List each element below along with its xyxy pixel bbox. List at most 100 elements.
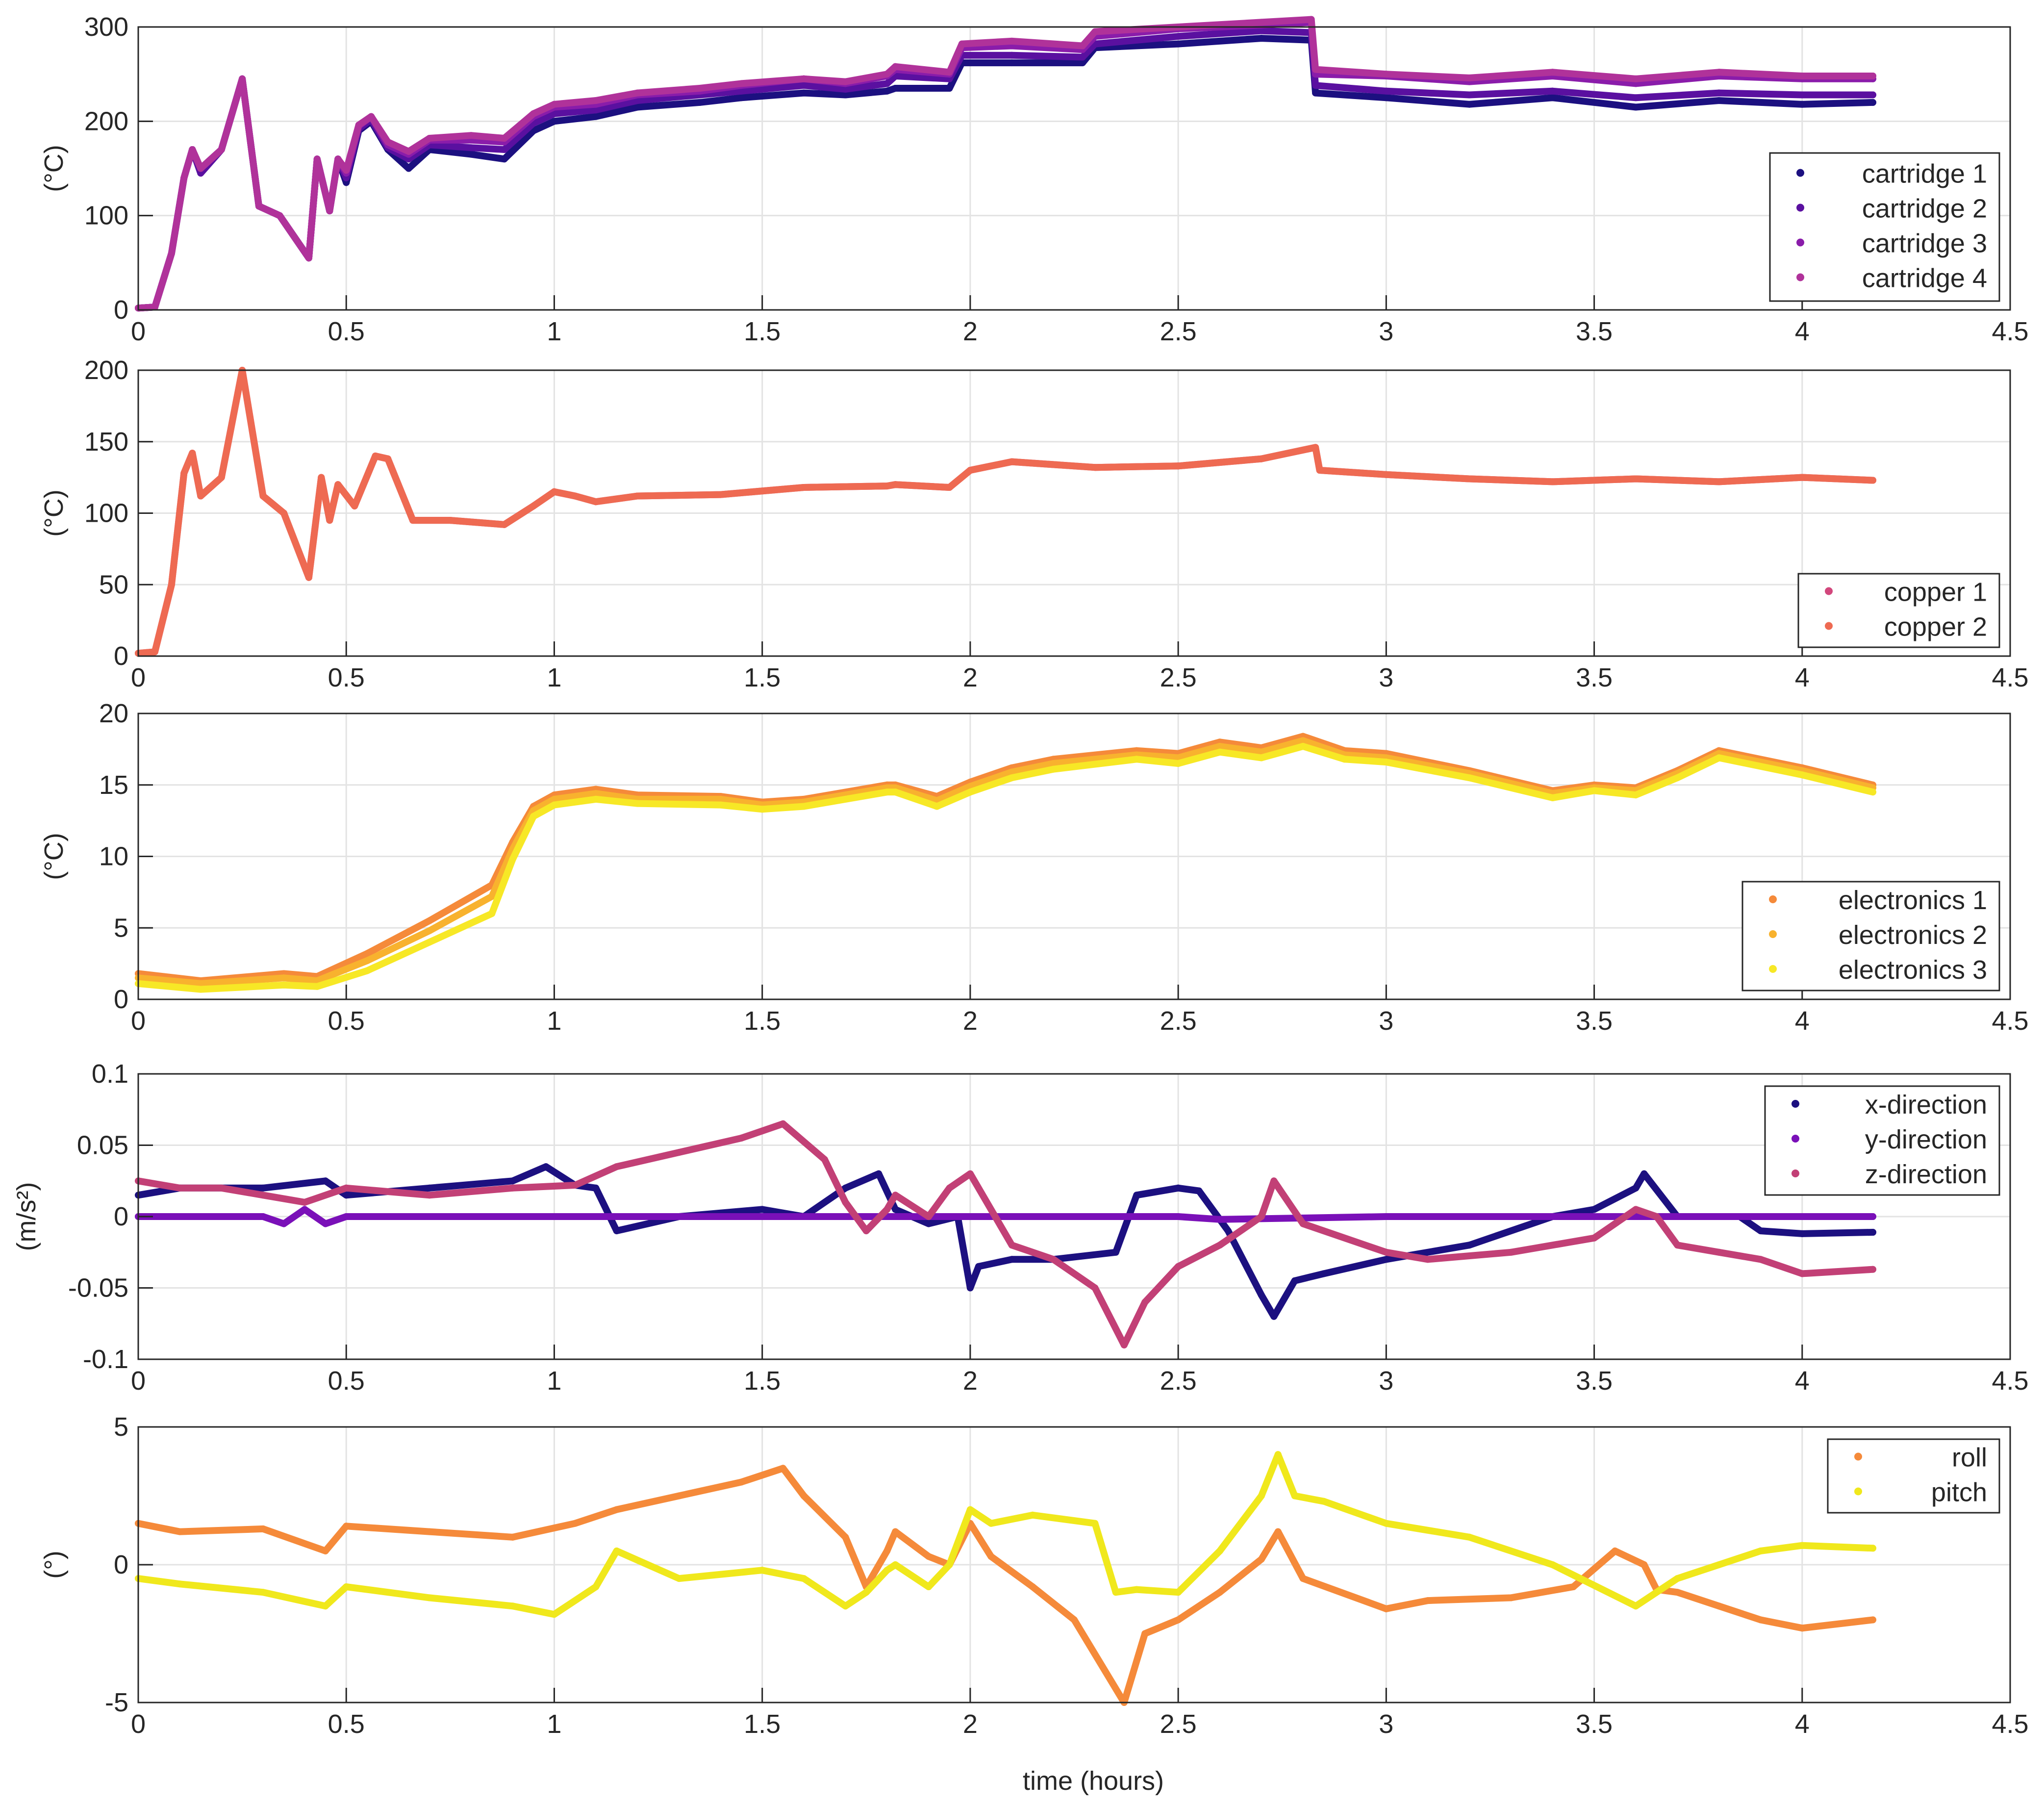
y-tick-label: 0 — [114, 1202, 128, 1231]
data-point — [1312, 82, 1319, 89]
x-tick-label: 0 — [131, 317, 146, 346]
data-point — [1175, 462, 1182, 470]
data-point — [1383, 94, 1390, 102]
legend: cartridge 1 cartridge 2 cartridge 3 cartrid… — [1769, 152, 2000, 302]
legend-marker — [1792, 1169, 1799, 1177]
data-point — [1112, 1589, 1119, 1596]
x-tick-label: 1.5 — [744, 317, 781, 346]
panel-3: 0 0.5 1 1.5 2 2.5 3 3.5 4 4.5 0 5 10 15 20 (°C) electron… — [39, 699, 2029, 1036]
y-tick-label: 0.05 — [77, 1131, 128, 1160]
data-point — [1195, 1187, 1203, 1195]
data-point — [1270, 1313, 1278, 1320]
data-point — [1291, 1277, 1298, 1284]
data-point — [800, 82, 808, 89]
x-tick-label: 2.5 — [1160, 1006, 1197, 1036]
data-point — [197, 986, 204, 993]
data-point — [197, 170, 204, 177]
data-point — [1798, 771, 1806, 779]
data-point — [530, 502, 537, 509]
data-point — [343, 1192, 350, 1199]
data-point — [1299, 1220, 1307, 1227]
data-point — [301, 1206, 308, 1213]
x-tick-label: 0.5 — [328, 1366, 365, 1396]
data-point — [426, 939, 433, 946]
data-point — [1869, 1616, 1876, 1624]
data-point — [501, 146, 508, 153]
data-point — [883, 71, 891, 78]
data-point — [800, 75, 808, 82]
y-tick-label: -5 — [105, 1688, 128, 1717]
data-point — [509, 1177, 516, 1185]
data-point — [189, 146, 196, 153]
data-point — [467, 132, 475, 139]
data-point — [530, 813, 537, 820]
y-tick-label: 200 — [84, 356, 128, 385]
x-tick-label: 1.5 — [744, 663, 781, 692]
x-tick-label: 4.5 — [1992, 317, 2028, 346]
data-point — [592, 790, 600, 797]
data-point — [1549, 69, 1556, 76]
data-point — [509, 1533, 516, 1541]
data-point — [696, 85, 704, 92]
data-point — [151, 304, 158, 311]
data-point — [1798, 1213, 1806, 1220]
series-line-pitch — [135, 1451, 1876, 1618]
data-point — [1120, 1341, 1128, 1348]
data-point — [426, 917, 433, 924]
x-tick-label: 2 — [963, 317, 978, 346]
data-point — [1424, 1256, 1432, 1263]
data-point — [1798, 1542, 1806, 1549]
data-point — [1299, 737, 1307, 744]
data-point — [862, 1589, 870, 1596]
data-point — [1141, 1298, 1149, 1306]
data-point — [1216, 743, 1223, 750]
data-point — [1869, 1229, 1876, 1236]
data-point — [1091, 1520, 1099, 1527]
data-point — [313, 983, 321, 990]
panel-4: 0 0.5 1 1.5 2 2.5 3 3.5 4 4.5 -0.1 -0.05 0 0.05 0.1 (m/… — [12, 1059, 2029, 1396]
data-point — [946, 484, 953, 491]
data-point — [1549, 794, 1556, 801]
data-point — [1716, 1561, 1723, 1568]
data-point — [1216, 1216, 1223, 1223]
panel-1: 0 0.5 1 1.5 2 2.5 3 3.5 4 4.5 0 100 200 300 (°C) cartri… — [39, 12, 2029, 346]
y-axis-label: (°C) — [39, 145, 69, 192]
data-point — [842, 78, 849, 85]
data-point — [1383, 1520, 1390, 1527]
data-point — [892, 788, 899, 796]
data-point — [892, 1528, 899, 1535]
data-point — [1091, 464, 1099, 471]
data-point — [892, 1561, 899, 1568]
data-point — [1008, 768, 1015, 776]
y-axis-label: (m/s²) — [12, 1182, 41, 1251]
data-point — [1466, 1242, 1473, 1249]
x-tick-label: 3.5 — [1576, 317, 1613, 346]
data-point — [355, 122, 362, 128]
x-tick-label: 2 — [963, 1709, 978, 1739]
data-point — [1079, 53, 1086, 61]
data-point — [1008, 37, 1015, 45]
data-point — [800, 803, 808, 810]
data-point — [1175, 33, 1182, 40]
legend-marker — [1769, 895, 1777, 903]
data-point — [676, 1575, 682, 1582]
data-point — [1008, 774, 1015, 782]
data-point — [1674, 774, 1681, 782]
data-point — [197, 492, 204, 500]
data-point — [842, 1184, 849, 1192]
data-point — [1258, 754, 1265, 762]
data-point — [634, 800, 641, 807]
data-point — [1674, 1575, 1681, 1582]
data-point — [1632, 1206, 1640, 1213]
data-point — [197, 165, 204, 172]
data-point — [168, 250, 175, 257]
data-point — [363, 957, 371, 965]
x-tick-label: 2.5 — [1160, 663, 1197, 692]
data-point — [800, 1575, 808, 1582]
legend-marker — [1796, 238, 1804, 247]
x-tick-label: 2.5 — [1160, 317, 1197, 346]
y-tick-label: 150 — [84, 427, 128, 457]
